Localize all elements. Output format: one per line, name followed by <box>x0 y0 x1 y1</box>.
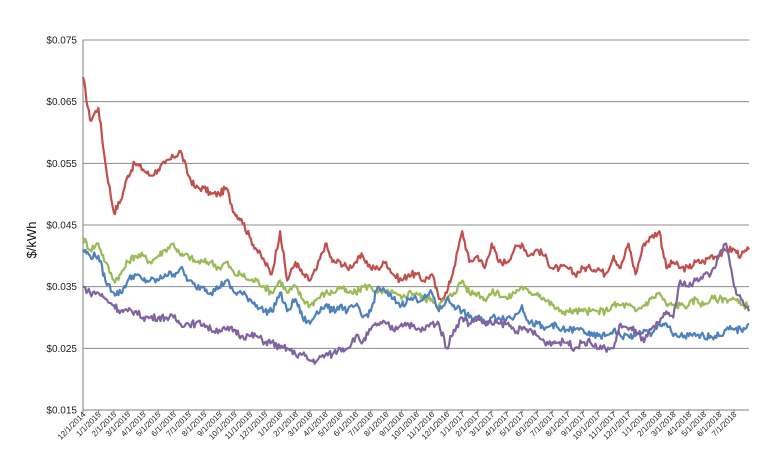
y-axis-title: $/kWh <box>24 222 39 259</box>
series-line-1 <box>81 76 750 302</box>
y-tick-label: $0.035 <box>46 282 77 293</box>
y-tick-label: $0.015 <box>46 406 77 417</box>
y-tick-label: $0.045 <box>46 221 77 232</box>
y-tick-label: $0.055 <box>46 159 77 170</box>
y-axis-ticks: $0.075 $0.065 $0.055 $0.045 $0.035 $0.025 $0.0… <box>46 36 77 417</box>
y-tick-label: $0.025 <box>46 344 77 355</box>
x-axis-ticks: 12/1/20141/1/20152/1/20153/1/20154/1/201… <box>56 410 739 442</box>
y-tick-label: $0.065 <box>46 97 77 108</box>
series-line-2 <box>81 237 750 317</box>
gridlines <box>83 39 749 411</box>
series-line-4 <box>82 242 751 365</box>
y-tick-label: $0.075 <box>46 36 77 47</box>
series-lines <box>81 76 751 365</box>
